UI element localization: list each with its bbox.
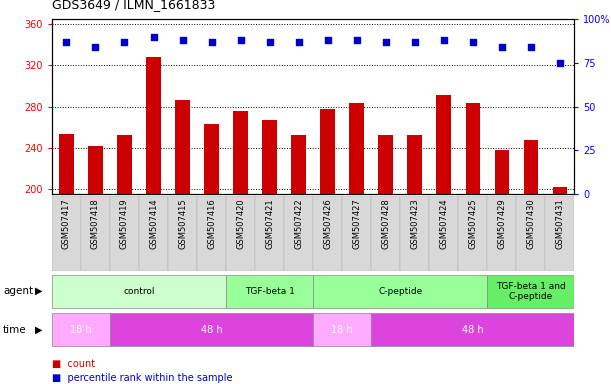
Text: ▶: ▶ [35, 324, 43, 335]
Point [526, 44, 536, 50]
Text: GSM507431: GSM507431 [555, 198, 565, 249]
Text: GSM507427: GSM507427 [352, 198, 361, 249]
Text: agent: agent [3, 286, 33, 296]
Point [294, 39, 304, 45]
Bar [146, 57, 161, 194]
Bar [436, 95, 451, 194]
Point [381, 39, 390, 45]
Text: time: time [3, 324, 27, 335]
Bar [175, 100, 190, 194]
Bar [408, 135, 422, 194]
Bar [488, 275, 574, 308]
Bar [52, 275, 226, 308]
Point [439, 37, 448, 43]
Text: GSM507414: GSM507414 [149, 198, 158, 249]
Text: GSM507430: GSM507430 [526, 198, 535, 249]
Point [410, 39, 420, 45]
Text: TGF-beta 1: TGF-beta 1 [244, 287, 295, 296]
Bar [320, 109, 335, 194]
Point [120, 39, 130, 45]
Text: ■  count: ■ count [52, 359, 95, 369]
Bar [552, 187, 567, 194]
Bar [284, 196, 313, 271]
Bar [494, 150, 509, 194]
Text: GSM507423: GSM507423 [410, 198, 419, 249]
Bar [466, 103, 480, 194]
Text: 48 h: 48 h [462, 324, 483, 335]
Bar [349, 103, 364, 194]
Bar [291, 135, 306, 194]
Point [148, 34, 158, 40]
Text: 18 h: 18 h [70, 324, 92, 335]
Text: GDS3649 / ILMN_1661833: GDS3649 / ILMN_1661833 [52, 0, 215, 12]
Text: control: control [123, 287, 155, 296]
Point [178, 37, 188, 43]
Bar [371, 196, 400, 271]
Text: GSM507429: GSM507429 [497, 198, 507, 249]
Text: 18 h: 18 h [331, 324, 353, 335]
Bar [429, 196, 458, 271]
Text: GSM507421: GSM507421 [265, 198, 274, 249]
Text: GSM507419: GSM507419 [120, 198, 129, 249]
Text: ■  percentile rank within the sample: ■ percentile rank within the sample [52, 373, 232, 383]
Bar [204, 124, 219, 194]
Point [497, 44, 507, 50]
Text: GSM507426: GSM507426 [323, 198, 332, 249]
Bar [110, 196, 139, 271]
Text: GSM507415: GSM507415 [178, 198, 187, 249]
Point [62, 39, 71, 45]
Bar [313, 275, 488, 308]
Bar [400, 196, 429, 271]
Bar [313, 196, 342, 271]
Bar [226, 196, 255, 271]
Text: GSM507425: GSM507425 [468, 198, 477, 249]
Text: GSM507422: GSM507422 [294, 198, 303, 249]
Bar [524, 141, 538, 194]
Text: ▶: ▶ [35, 286, 43, 296]
Bar [233, 111, 248, 194]
Text: GSM507418: GSM507418 [91, 198, 100, 249]
Text: GSM507416: GSM507416 [207, 198, 216, 249]
Bar [110, 313, 313, 346]
Point [90, 44, 100, 50]
Bar [342, 196, 371, 271]
Text: TGF-beta 1 and
C-peptide: TGF-beta 1 and C-peptide [496, 281, 566, 301]
Text: GSM507424: GSM507424 [439, 198, 448, 249]
Text: GSM507428: GSM507428 [381, 198, 390, 249]
Bar [197, 196, 226, 271]
Bar [255, 196, 284, 271]
Bar [378, 135, 393, 194]
Bar [81, 196, 110, 271]
Bar [52, 313, 110, 346]
Bar [371, 313, 574, 346]
Text: C-peptide: C-peptide [378, 287, 422, 296]
Bar [546, 196, 574, 271]
Bar [458, 196, 488, 271]
Text: 48 h: 48 h [201, 324, 222, 335]
Point [468, 39, 478, 45]
Bar [52, 196, 81, 271]
Point [555, 60, 565, 66]
Point [207, 39, 216, 45]
Bar [262, 120, 277, 194]
Bar [59, 134, 74, 194]
Bar [88, 146, 103, 194]
Bar [226, 275, 313, 308]
Point [352, 37, 362, 43]
Bar [117, 135, 132, 194]
Bar [168, 196, 197, 271]
Bar [313, 313, 371, 346]
Point [236, 37, 246, 43]
Bar [139, 196, 168, 271]
Text: GSM507420: GSM507420 [236, 198, 245, 249]
Point [323, 37, 332, 43]
Bar [488, 196, 516, 271]
Point [265, 39, 274, 45]
Bar [516, 196, 546, 271]
Text: GSM507417: GSM507417 [62, 198, 71, 249]
